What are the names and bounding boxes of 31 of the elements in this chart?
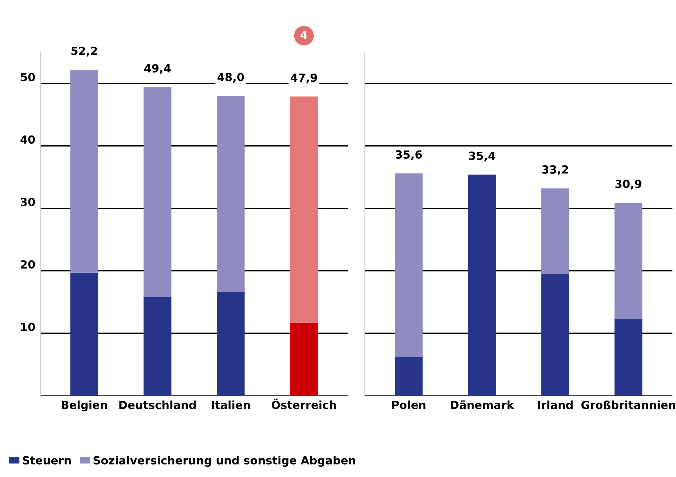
- text: 4: [300, 30, 308, 40]
- x-tick-label: Österreich: [272, 398, 336, 410]
- bar: [468, 174, 496, 396]
- y-tick-label: 20: [21, 260, 36, 269]
- y-tick-label: 50: [21, 73, 36, 82]
- y-tick-label: 40: [20, 136, 36, 144]
- bar: [614, 202, 643, 320]
- bar: [542, 274, 570, 396]
- total-label: 30,9: [616, 180, 642, 190]
- total-label: 35,4: [469, 152, 496, 162]
- legend-label: Sozialversicherung und sonstige Abgaben: [94, 456, 356, 467]
- total-label: 35,6: [396, 150, 422, 160]
- x-tick-label: Belgien: [62, 400, 108, 412]
- total-label: 33,2: [542, 166, 568, 176]
- bar: [395, 357, 423, 396]
- y-tick-label: 10: [21, 322, 36, 332]
- bar: [614, 319, 643, 396]
- total-label: 49,4: [144, 64, 171, 74]
- y-tick-label: 30: [20, 198, 36, 206]
- total-label: 52,2: [72, 46, 98, 57]
- x-tick-label: Italien: [212, 400, 250, 410]
- bar: [395, 174, 423, 358]
- total-label: 48,0: [218, 73, 244, 83]
- x-tick-label: Deutschland: [120, 400, 196, 410]
- x-tick-label: Großbritannien: [582, 400, 676, 410]
- bar: [542, 188, 570, 274]
- legend-label: Steuern: [23, 456, 72, 465]
- total-label: 47,9: [290, 74, 318, 84]
- x-tick-label: Dänemark: [451, 400, 514, 410]
- x-tick-label: Polen: [392, 400, 426, 410]
- x-tick-label: Irland: [538, 400, 573, 410]
